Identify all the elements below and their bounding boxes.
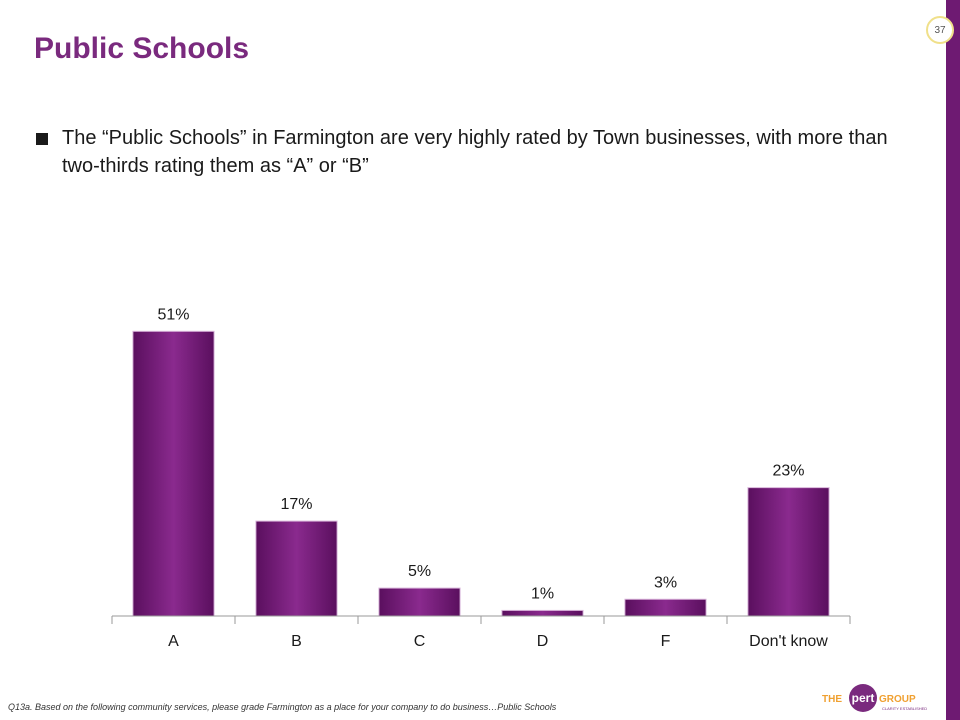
side-accent-bar	[946, 0, 960, 720]
pert-group-logo: THE pert GROUP CLARITY ESTABLISHED	[822, 684, 927, 712]
square-bullet-icon	[36, 133, 48, 145]
bar	[624, 598, 707, 617]
logo-tagline: CLARITY ESTABLISHED	[882, 706, 927, 711]
data-label: 23%	[772, 463, 804, 480]
bullet-text: The “Public Schools” in Farmington are v…	[62, 127, 888, 177]
bar	[501, 609, 584, 617]
page-number: 37	[926, 16, 954, 44]
x-tick-label: F	[661, 633, 671, 650]
data-label: 1%	[531, 585, 554, 602]
footnote: Q13a. Based on the following community s…	[8, 702, 557, 712]
bar	[378, 587, 461, 617]
data-label: 51%	[157, 306, 189, 323]
x-tick-label: D	[537, 633, 549, 650]
x-tick-label: Don't know	[749, 633, 828, 650]
x-tick-label: B	[291, 633, 302, 650]
logo-the: THE	[822, 694, 842, 705]
x-tick-label: A	[168, 633, 179, 650]
bar	[255, 520, 338, 617]
bar	[132, 330, 215, 617]
data-label: 17%	[280, 496, 312, 513]
x-tick-label: C	[414, 633, 426, 650]
logo-group: GROUP	[879, 694, 916, 705]
data-label: 3%	[654, 574, 677, 591]
bar	[747, 487, 830, 617]
bullet-item: The “Public Schools” in Farmington are v…	[36, 124, 896, 180]
data-label: 5%	[408, 563, 431, 580]
page-title: Public Schools	[34, 32, 250, 65]
bar-chart: 51% 17% 5% 1% 3% 23% A B C D F Don't know	[111, 306, 851, 650]
logo-pert: pert	[852, 691, 875, 705]
